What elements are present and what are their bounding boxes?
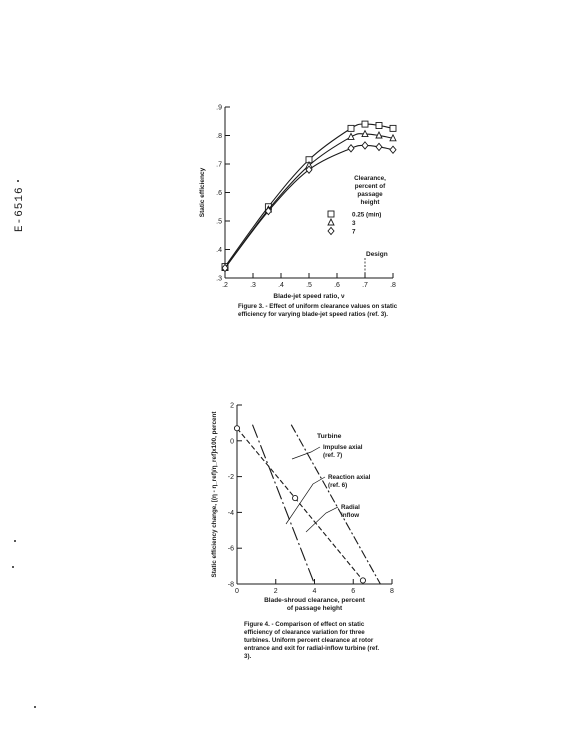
x-tick-label: 6	[351, 588, 355, 595]
legend-entry-label: Radial	[341, 504, 360, 511]
x-tick-label: 2	[274, 588, 278, 595]
speck	[14, 540, 16, 542]
y-tick-label: -8	[228, 582, 234, 589]
data-point-square	[375, 122, 383, 129]
speck	[17, 180, 19, 182]
speck	[34, 706, 36, 708]
y-axis-label: Static efficiency change, [(η - η_ref)/η…	[211, 411, 218, 578]
design-label: Design	[366, 251, 388, 258]
figure-3-caption: Figure 3. - Effect of uniform clearance …	[238, 303, 398, 318]
legend-entry-label: Impulse axial	[323, 444, 363, 451]
y-tick-label: -6	[228, 546, 234, 553]
legend-entry-label: inflow	[341, 512, 359, 519]
y-tick-label: .3	[216, 276, 222, 283]
x-tick-label: 0	[235, 588, 239, 595]
data-point-diamond	[375, 142, 383, 152]
x-tick-label: .5	[306, 282, 312, 289]
data-point-diamond	[347, 144, 355, 153]
y-axis-label: Static efficiency	[199, 167, 206, 217]
y-tick-label: 0	[230, 438, 234, 445]
data-point-diamond	[305, 165, 313, 175]
legend-entry-label: (ref. 6)	[328, 482, 347, 489]
x-tick-label: 4	[313, 588, 317, 595]
legend-entry-label: 3	[352, 220, 356, 227]
data-point-triangle	[375, 130, 383, 139]
x-axis-label: Blade-shroud clearance, percent	[264, 597, 366, 604]
x-tick-label: .4	[278, 282, 284, 289]
x-tick-label: .8	[390, 282, 396, 289]
data-point-diamond	[361, 141, 369, 150]
data-point-circle	[233, 425, 241, 432]
figure-4-axes: -8 -6 -4 -2 0 2 0 2 4 6 8 Blade-shroud clearance, p…	[211, 403, 394, 613]
figure-4-series	[233, 424, 381, 585]
y-tick-label: .5	[216, 219, 222, 226]
legend-marker-diamond	[327, 226, 335, 236]
y-tick-label: -4	[228, 510, 234, 517]
x-tick-label: 8	[390, 588, 394, 595]
legend-title-line: percent of	[355, 183, 386, 190]
figure-4-chart: -8 -6 -4 -2 0 2 0 2 4 6 8 Blade-shroud clearance, p…	[211, 403, 394, 613]
data-point-square	[361, 120, 369, 128]
data-point-diamond	[389, 145, 397, 155]
data-point-diamond	[264, 206, 272, 216]
legend-entry-label: 0.25 (min)	[352, 212, 381, 219]
y-tick-label: .4	[216, 247, 222, 254]
x-axis-label: Blade-jet speed ratio, ν	[273, 293, 345, 300]
figure-4-legend: Turbine Impulse axial(ref. 7) Reaction axi…	[285, 433, 371, 533]
x-tick-label: .2	[222, 282, 228, 289]
data-point-triangle	[361, 129, 369, 138]
legend-marker-square	[327, 210, 335, 218]
legend-title: Turbine	[317, 433, 342, 440]
figure-4-caption: Figure 4. - Comparison of effect on stat…	[244, 621, 380, 660]
figure-3-series	[221, 120, 397, 273]
legend-leader-line	[285, 476, 326, 525]
x-tick-label: .7	[362, 282, 368, 289]
legend-entry-label: 7	[352, 229, 356, 236]
legend-leader-line	[305, 506, 339, 533]
y-tick-label: .7	[216, 162, 222, 169]
x-axis-label: of passage height	[287, 605, 343, 612]
data-point-square	[389, 124, 397, 132]
legend-entry-label: Reaction axial	[328, 474, 371, 481]
legend-leader-line	[291, 446, 321, 460]
series-line-long-dash	[251, 424, 316, 585]
data-point-circle	[292, 495, 299, 502]
legend-title-line: height	[361, 199, 381, 206]
x-tick-label: .6	[334, 282, 340, 289]
legend-entry-label: (ref. 7)	[323, 452, 342, 459]
y-tick-label: 2	[230, 403, 234, 410]
legend-title-line: Clearance,	[354, 175, 386, 182]
data-point-circle	[359, 577, 366, 584]
x-tick-label: .3	[250, 282, 256, 289]
data-point-square	[347, 124, 355, 132]
legend-title-line: passage	[357, 191, 383, 198]
data-point-diamond	[221, 263, 229, 273]
speck	[12, 566, 14, 568]
y-tick-label: .6	[216, 190, 222, 197]
y-tick-label: .9	[216, 105, 222, 112]
y-tick-label: .8	[216, 133, 222, 140]
data-point-triangle	[347, 132, 355, 140]
legend-marker-triangle	[327, 217, 335, 226]
data-point-triangle	[389, 133, 397, 142]
series-line-dash-dot	[290, 424, 381, 585]
y-tick-label: -2	[228, 474, 234, 481]
